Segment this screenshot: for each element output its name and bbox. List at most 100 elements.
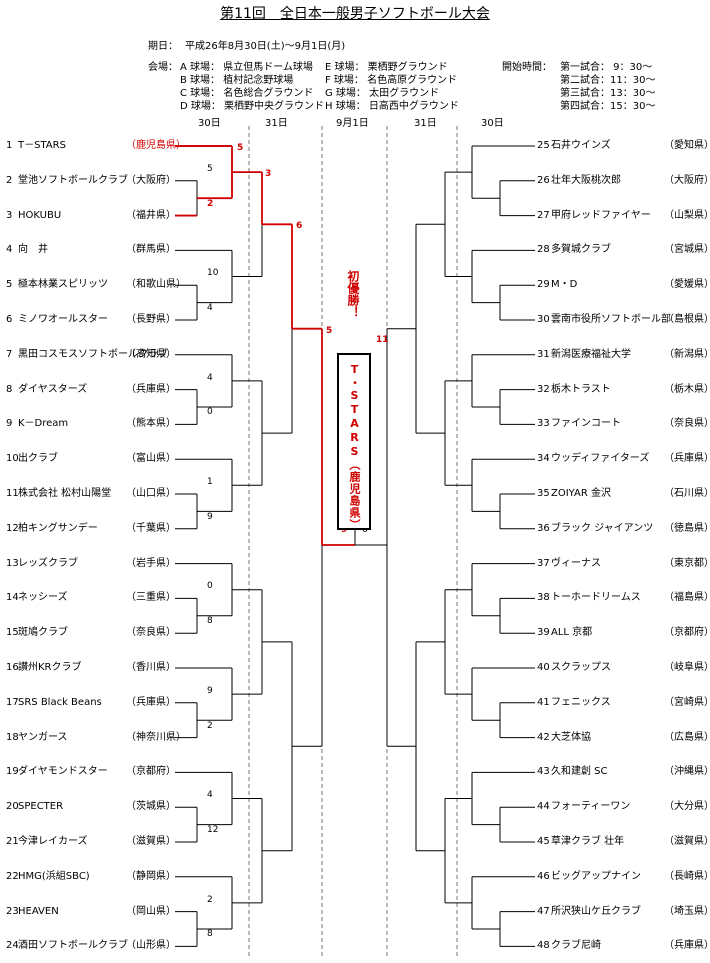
left-team-pref: （山形県）: [126, 940, 176, 952]
left-team-no: 3: [6, 209, 13, 221]
right-team-pref: （兵庫県）: [664, 940, 710, 952]
left-team-name: 株式会社 松村山陽堂: [18, 488, 112, 499]
left-team-pref: （福井県）: [126, 209, 176, 221]
left-team-name: 酒田ソフトボールクラブ: [18, 940, 128, 952]
left-score: 5: [207, 163, 213, 174]
left-team-pref: （大阪府）: [126, 174, 176, 186]
start-time-3: 第三試合：13：30～: [560, 88, 656, 99]
right-team-no: 43: [537, 766, 550, 778]
right-team-pref: （兵庫県）: [664, 453, 710, 465]
champion-name: T・STARS（鹿児島県）: [348, 363, 361, 531]
period-value: 平成26年8月30日(土)～9月1日(月): [185, 41, 346, 52]
right-team-no: 26: [537, 174, 550, 186]
right-team-name: 壮年大阪桃次郎: [551, 174, 621, 186]
left-team-pref: （千葉県）: [126, 522, 176, 534]
left-score: 4: [207, 372, 213, 383]
left-team-no: 20: [6, 801, 19, 813]
left-team-pref: （富山県）: [126, 453, 176, 465]
right-team-pref: （岐阜県）: [664, 662, 710, 673]
right-team-no: 40: [537, 662, 550, 673]
right-team-no: 42: [537, 731, 550, 743]
left-team-pref: （兵庫県）: [126, 383, 176, 395]
left-team-no: 15: [6, 627, 19, 639]
left-team-name: 今津レイカーズ: [18, 836, 88, 847]
right-team-pref: （愛媛県）: [664, 279, 710, 291]
left-score: 0: [207, 581, 213, 592]
venue-h: H 球場： 日高西中グラウンド: [325, 101, 459, 112]
right-team-no: 33: [537, 418, 550, 430]
right-team-name: 大芝体協: [551, 731, 591, 743]
start-label: 開始時間：: [502, 62, 552, 73]
right-team-pref: （大分県）: [664, 801, 710, 813]
left-team-pref: （三重県）: [126, 592, 176, 604]
left-team-name: 出クラブ: [18, 453, 58, 465]
right-team-pref: （山梨県）: [664, 209, 710, 221]
right-team-name: 石井ウインズ: [551, 140, 611, 151]
right-team-no: 25: [537, 140, 550, 151]
right-team-no: 32: [537, 383, 550, 395]
left-team-pref: （群馬県）: [126, 244, 176, 256]
venue-b: B 球場： 植村記念野球場: [180, 75, 294, 86]
left-team-pref: （長野県）: [126, 314, 176, 325]
left-team-name: 柏キングサンデー: [18, 522, 98, 534]
right-team-pref: （宮城県）: [664, 244, 710, 256]
day-label-right-30: 30日: [481, 118, 504, 129]
right-team-pref: （大阪府）: [664, 174, 710, 186]
left-team-name: 向 井: [18, 244, 48, 256]
left-team-pref: （茨城県）: [126, 801, 176, 813]
left-score: 2: [207, 894, 213, 905]
left-score: 1: [207, 477, 213, 487]
left-team-no: 13: [6, 557, 19, 569]
right-team-no: 37: [537, 557, 550, 569]
right-team-name: ファインコート: [551, 418, 621, 430]
page-title: 第11回 全日本一般男子ソフトボール大会: [220, 6, 490, 22]
left-team-name: 極本林業スピリッツ: [18, 279, 108, 291]
left-score: 4: [207, 790, 213, 801]
left-score: 3: [265, 169, 272, 180]
left-team-name: T－STARS: [18, 140, 66, 151]
left-team-pref: （高知県）: [126, 348, 176, 360]
left-team-no: 12: [6, 522, 19, 534]
left-team-name: HMG(浜組SBC): [18, 870, 90, 882]
right-team-name: 栃木トラスト: [551, 383, 611, 395]
venue-g: G 球場： 太田グラウンド: [325, 88, 440, 99]
right-score: 11: [376, 335, 389, 345]
left-team-pref: （和歌山県）: [126, 279, 186, 291]
left-team-no: 5: [6, 279, 13, 291]
right-team-name: ヴィーナス: [551, 557, 601, 569]
right-team-name: 新潟医療福祉大学: [551, 348, 631, 360]
right-team-pref: （埼玉県）: [664, 905, 710, 917]
left-team-name: 黒田コスモスソフトボールクラブ: [18, 348, 168, 360]
start-time-1: 第一試合： 9：30～: [560, 62, 653, 73]
venue-f: F 球場： 名色高原グラウンド: [325, 75, 458, 86]
right-team-name: 所沢狭山ケ丘クラブ: [551, 905, 641, 917]
left-team-pref: （岡山県）: [126, 905, 176, 917]
left-team-pref: （岩手県）: [126, 557, 176, 569]
right-team-name: 甲府レッドファイヤー: [551, 209, 651, 221]
left-team-no: 9: [6, 418, 13, 430]
right-team-pref: （滋賀県）: [664, 836, 710, 847]
right-team-pref: （愛知県）: [664, 140, 710, 151]
left-team-no: 24: [6, 940, 19, 952]
right-team-name: ビッグアップナイン: [551, 870, 641, 882]
start-time-2: 第二試合：11：30～: [560, 75, 656, 86]
venue-e: E 球場： 栗栖野グラウンド: [325, 62, 448, 73]
right-team-pref: （徳島県）: [664, 522, 710, 534]
day-label-right-31: 31日: [414, 118, 437, 129]
right-team-name: フォーティーワン: [551, 801, 631, 813]
right-team-pref: （東京都）: [664, 557, 710, 569]
final-score: 6: [362, 525, 368, 535]
right-team-no: 29: [537, 279, 550, 291]
left-team-no: 18: [6, 731, 19, 743]
venue-a: A 球場： 県立但馬ドーム球場: [180, 62, 313, 73]
day-label-left-30: 30日: [198, 118, 221, 129]
right-team-no: 41: [537, 696, 550, 708]
left-team-name: HEAVEN: [18, 905, 59, 917]
left-team-name: ミノワオールスター: [18, 314, 108, 325]
left-team-pref: （熊本県）: [126, 418, 176, 430]
left-score: 10: [207, 268, 219, 279]
start-time-4: 第四試合：15：30～: [560, 101, 656, 112]
right-team-no: 38: [537, 592, 550, 604]
right-team-pref: （奈良県）: [664, 418, 710, 430]
